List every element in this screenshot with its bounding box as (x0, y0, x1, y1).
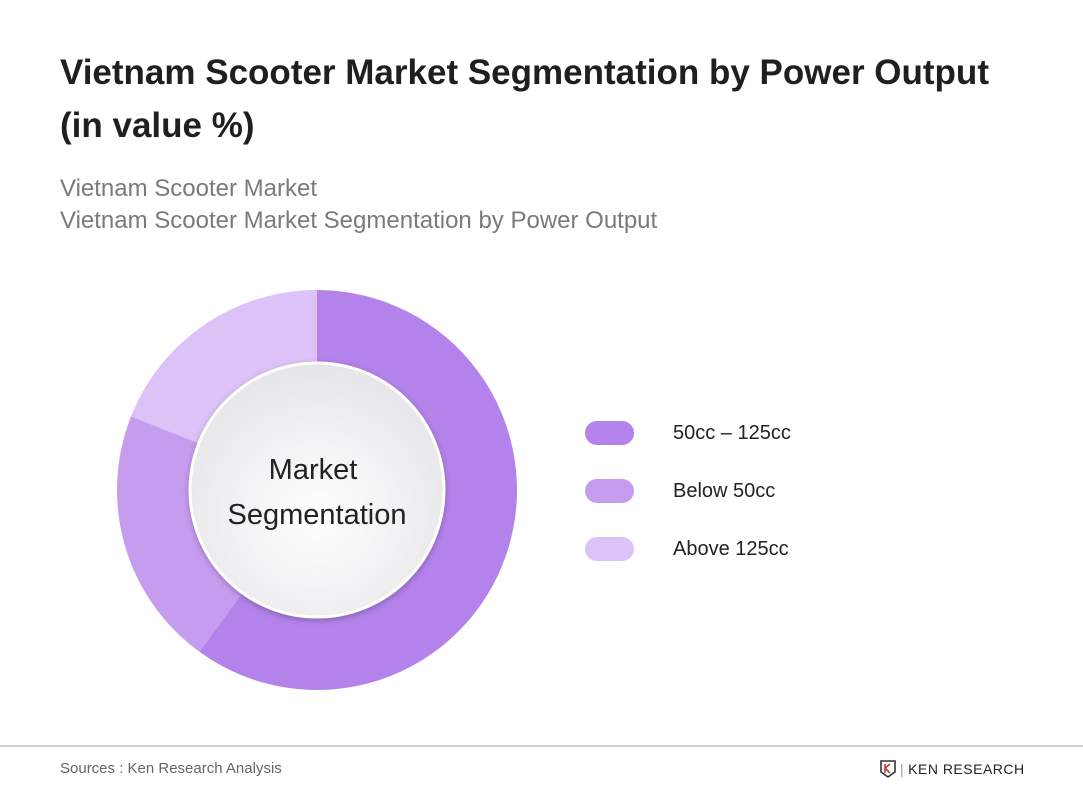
ken-research-logo: | KEN RESEARCH (880, 760, 1025, 778)
logo-text: KEN RESEARCH (908, 761, 1025, 777)
legend-swatch (585, 537, 634, 561)
legend-swatch (585, 479, 634, 503)
source-note: Sources : Ken Research Analysis (60, 760, 282, 777)
center-label-line1: Market (269, 454, 358, 486)
legend-swatch (585, 421, 634, 445)
donut-center (188, 361, 446, 619)
donut-chart: Market Segmentation (116, 290, 518, 690)
subtitle-segmentation: Vietnam Scooter Market Segmentation by P… (60, 207, 658, 234)
legend-item: 50cc – 125cc (585, 420, 791, 446)
legend-item: Below 50cc (585, 478, 775, 504)
legend-label: 50cc – 125cc (673, 421, 791, 444)
subtitle-market: Vietnam Scooter Market (60, 175, 318, 202)
chart-title: Vietnam Scooter Market Segmentation by P… (60, 53, 989, 145)
ken-logo-icon (880, 760, 896, 778)
legend-item: Above 125cc (585, 536, 789, 562)
donut-slice-2 (116, 416, 247, 652)
legend-label: Above 125cc (673, 537, 789, 560)
legend-label: Below 50cc (673, 479, 776, 502)
center-label-line2: Segmentation (228, 499, 407, 531)
donut-slice-3 (131, 290, 317, 446)
donut-slice-1 (199, 290, 518, 690)
footer-divider (0, 745, 1083, 747)
